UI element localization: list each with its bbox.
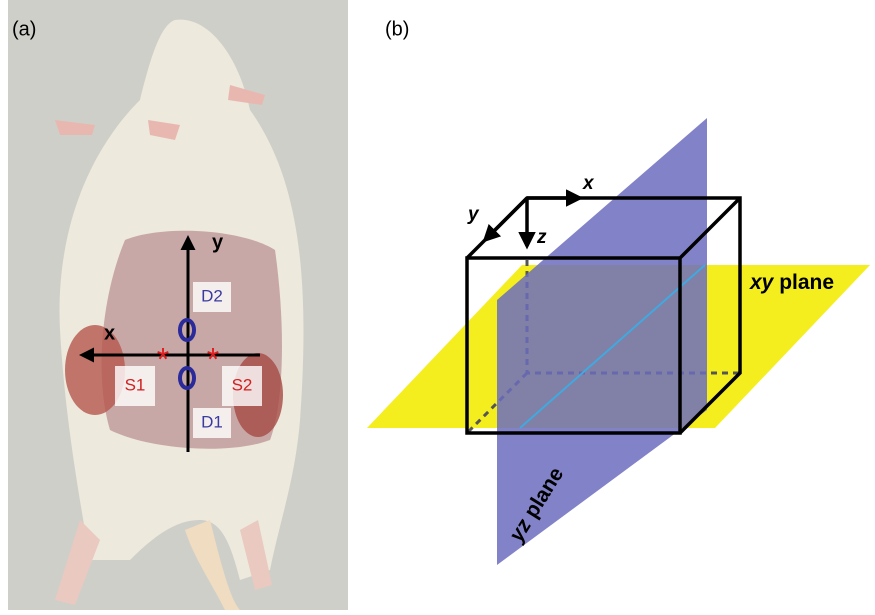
yz-plane (497, 118, 707, 565)
marker-label: D2 (201, 286, 223, 305)
cube-diagram: x y z xy plane yz plane (367, 118, 870, 565)
axis-label: x (104, 322, 115, 344)
marker-box (193, 408, 231, 438)
axis-label: x (582, 173, 595, 194)
panel-label: (a) (12, 18, 36, 40)
axis-label: z (536, 227, 547, 248)
marker-box (193, 282, 231, 312)
photo (8, 0, 348, 610)
panel-label: (b) (385, 18, 409, 40)
plane-label-text: plane (779, 271, 834, 294)
axis-label: y (467, 204, 480, 225)
detector (178, 366, 196, 390)
plane-label-italic: xy (749, 271, 775, 294)
detector (178, 318, 196, 342)
marker-box (222, 366, 262, 406)
marker-box (115, 366, 155, 406)
panel-a-markers: y x * * D2 S1 S2 D1 (79, 231, 262, 452)
intersection-line (519, 264, 706, 429)
marker-label: S2 (232, 375, 253, 394)
plane-label: xy plane (749, 271, 834, 294)
source: * (157, 341, 169, 377)
marker-label: D1 (201, 412, 223, 431)
axis-arrow (482, 196, 529, 243)
marker-label: S1 (125, 375, 146, 394)
axis-label: y (212, 231, 224, 253)
source: * (207, 341, 219, 377)
